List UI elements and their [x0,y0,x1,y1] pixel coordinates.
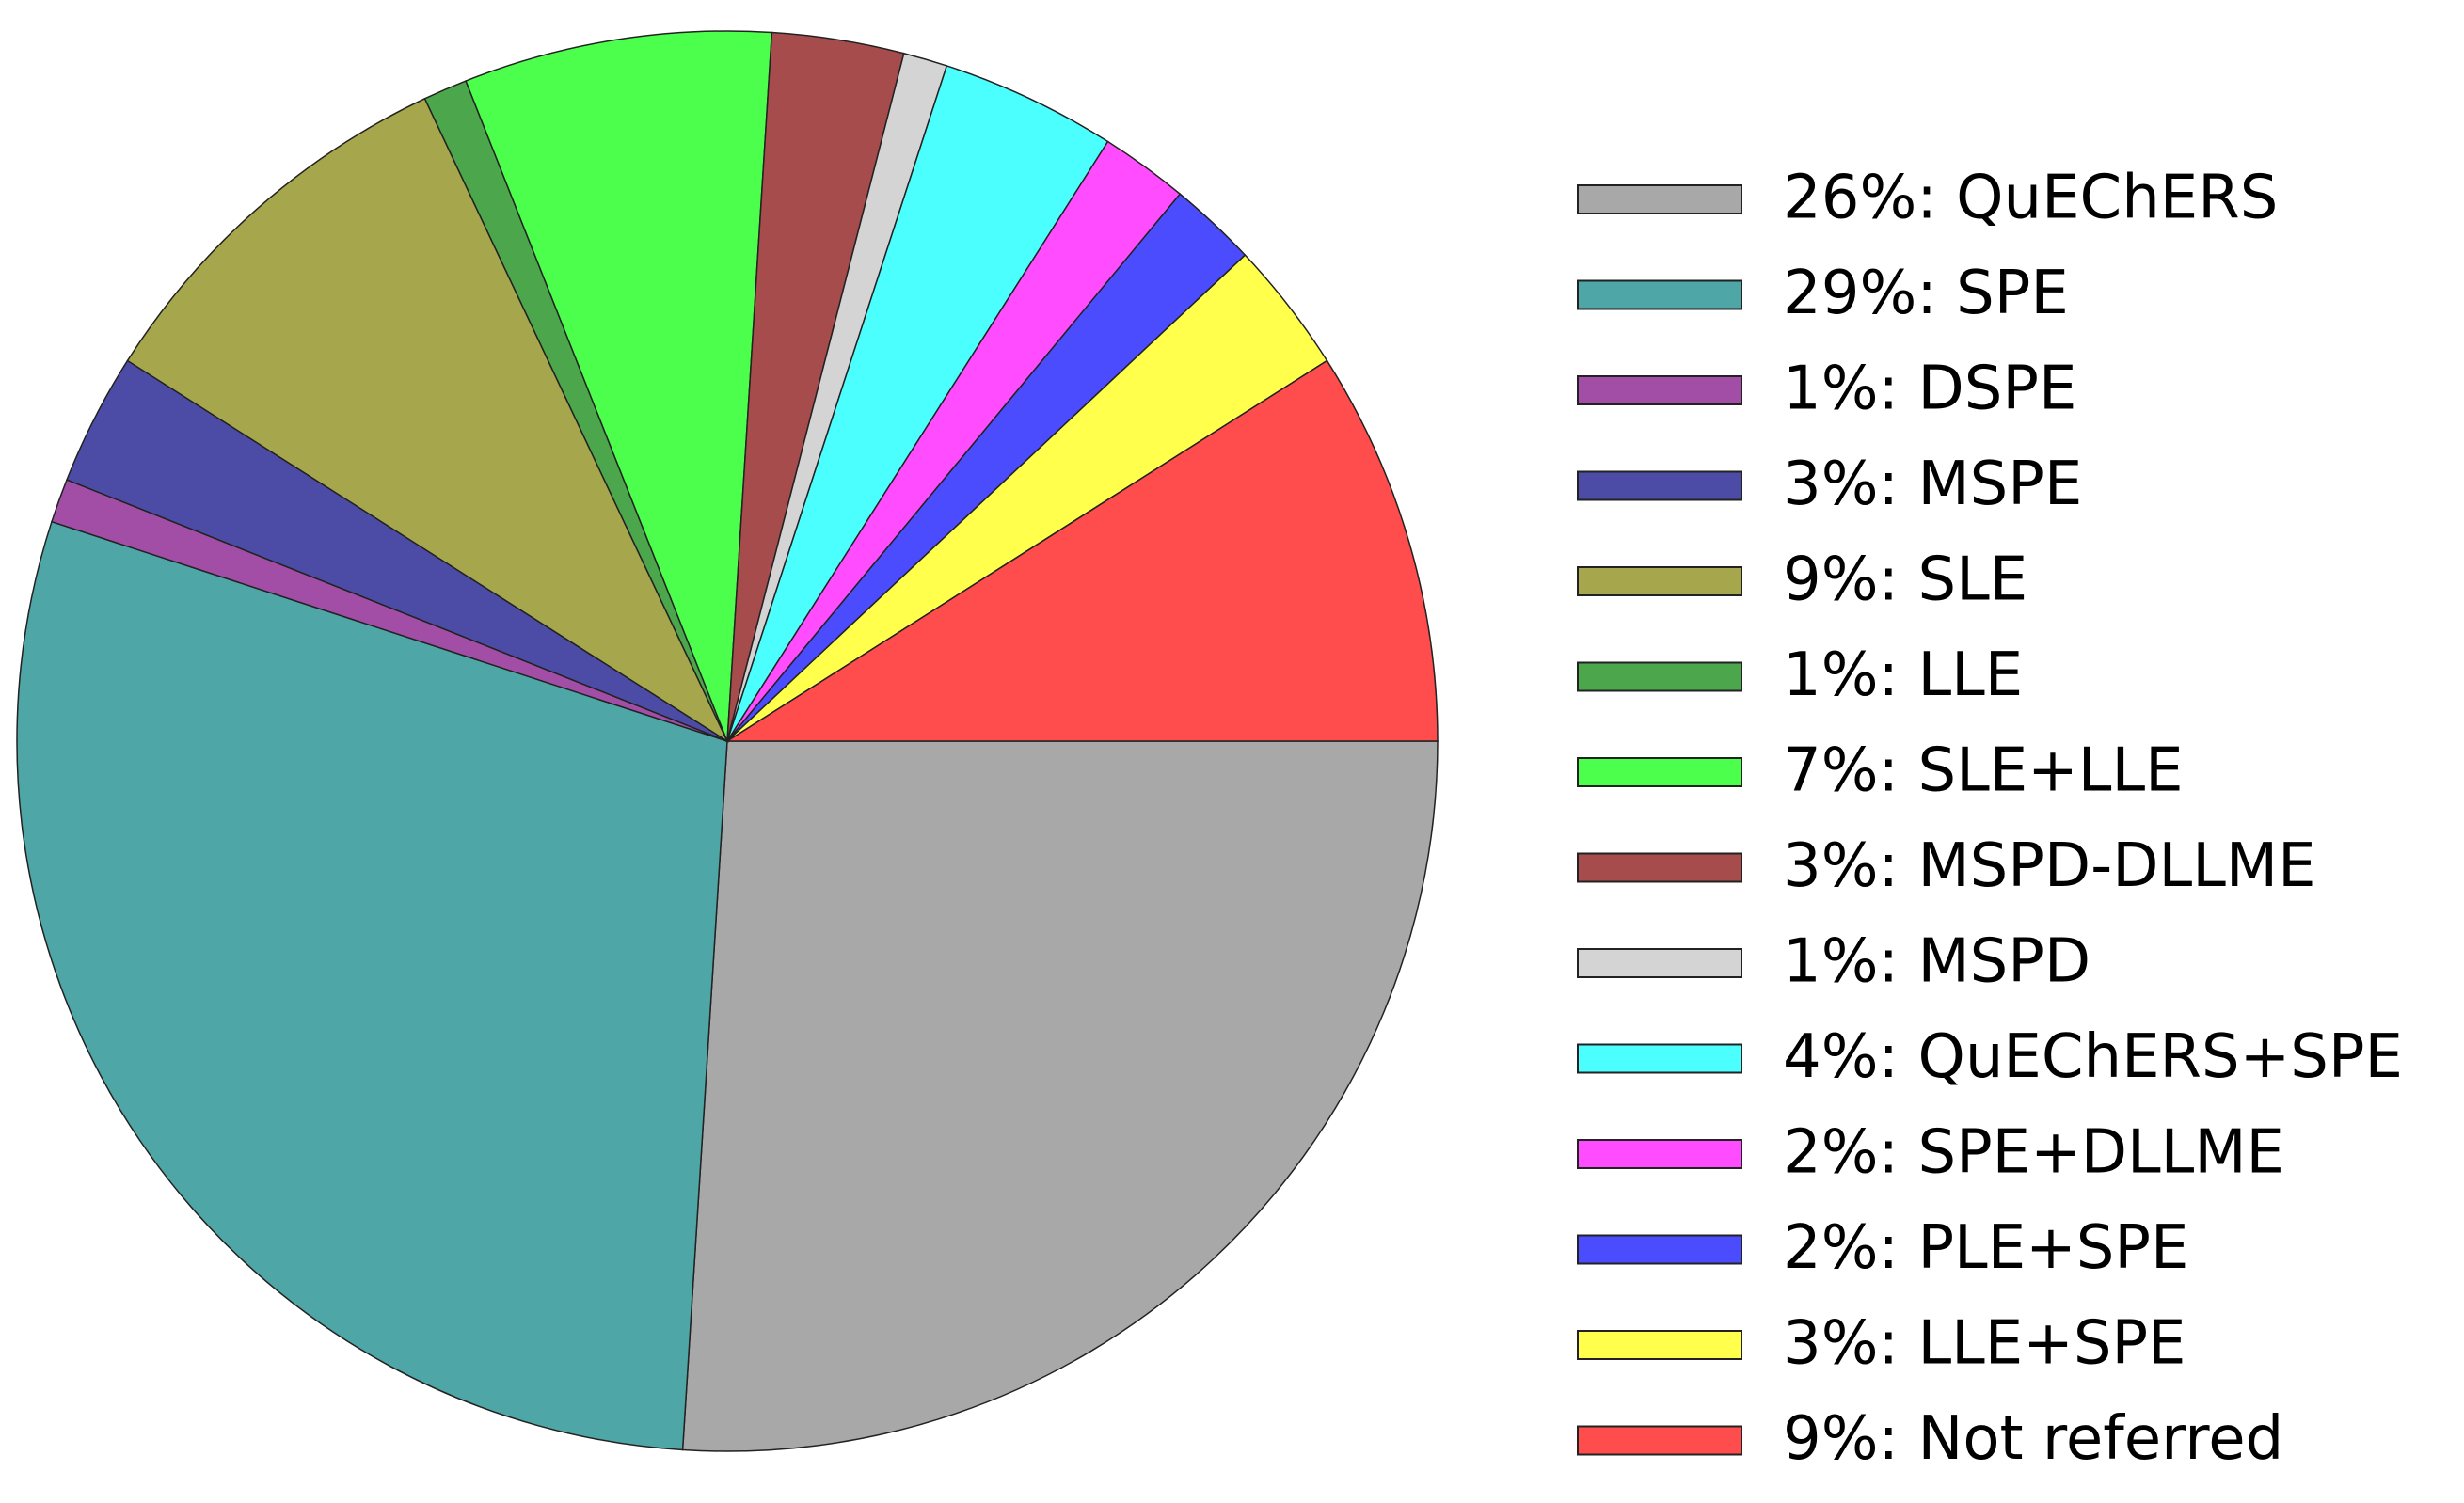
pie-slice [465,30,773,742]
pie-slice [724,359,1439,742]
legend-swatch [1577,852,1742,883]
legend-swatch [1577,1139,1742,1169]
legend-label: 3%: MSPD-DLLME [1783,831,2316,901]
legend-swatch [1577,375,1742,405]
legend-label: 2%: SPE+DLLME [1783,1118,2284,1188]
legend-swatch [1577,470,1742,501]
pie-slice [681,740,1439,1452]
legend-label: 4%: QuEChERS+SPE [1783,1022,2403,1092]
legend-label: 2%: PLE+SPE [1783,1213,2188,1283]
legend-label: 26%: QuEChERS [1783,164,2278,233]
legend-swatch [1577,948,1742,978]
legend-swatch [1577,184,1742,214]
legend-swatch [1577,661,1742,692]
legend-label: 1%: MSPD [1783,927,2090,997]
legend-swatch [1577,566,1742,596]
legend-label: 3%: MSPE [1783,450,2082,519]
legend-label: 1%: LLE [1783,641,2023,710]
legend-label: 7%: SLE+LLE [1783,736,2184,806]
legend-label: 29%: SPE [1783,259,2069,328]
legend-swatch [1577,757,1742,787]
legend-label: 9%: SLE [1783,546,2027,615]
legend-swatch [1577,279,1742,310]
legend-swatch [1577,1330,1742,1360]
pie-slice [126,97,729,744]
legend-swatch [1577,1234,1742,1265]
legend-label: 1%: DSPE [1783,355,2076,424]
legend-swatch [1577,1043,1742,1074]
pie-slice [726,65,1109,742]
legend-swatch [1577,1425,1742,1456]
pie-slice [16,520,728,1451]
legend-label: 9%: Not referred [1783,1404,2283,1474]
legend-label: 3%: LLE+SPE [1783,1309,2186,1379]
